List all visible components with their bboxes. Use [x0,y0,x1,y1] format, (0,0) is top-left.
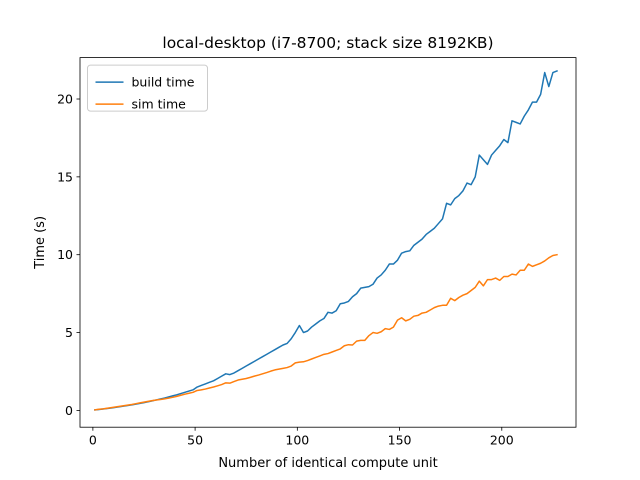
y-tick-label: 20 [57,92,73,107]
series-line-sim-time [94,253,558,411]
legend: build time sim time [87,64,208,112]
x-tick-label: 100 [285,433,309,448]
x-tick-label: 200 [490,433,514,448]
axes-frame [79,57,577,428]
x-axis-label: Number of identical compute unit [218,456,437,471]
y-tick-label: 15 [57,169,73,184]
series-line-build-time [94,70,558,411]
series-lines [94,70,558,411]
x-tick-label: 150 [388,433,412,448]
legend-label-build-time: build time [132,75,195,90]
x-tick-label: 50 [187,433,203,448]
axes: 0 50 100 150 200 0 5 10 15 20 [57,57,577,448]
legend-label-sim-time: sim time [132,97,187,112]
y-tick-label: 5 [65,325,73,340]
x-tick-label: 0 [89,433,97,448]
legend-box [87,64,208,112]
chart-title: local-desktop (i7-8700; stack size 8192K… [162,34,493,52]
y-axis-label: Time (s) [33,216,48,270]
plot-area [94,70,558,411]
y-tick-label: 10 [57,247,73,262]
y-tick-label: 0 [65,403,73,418]
